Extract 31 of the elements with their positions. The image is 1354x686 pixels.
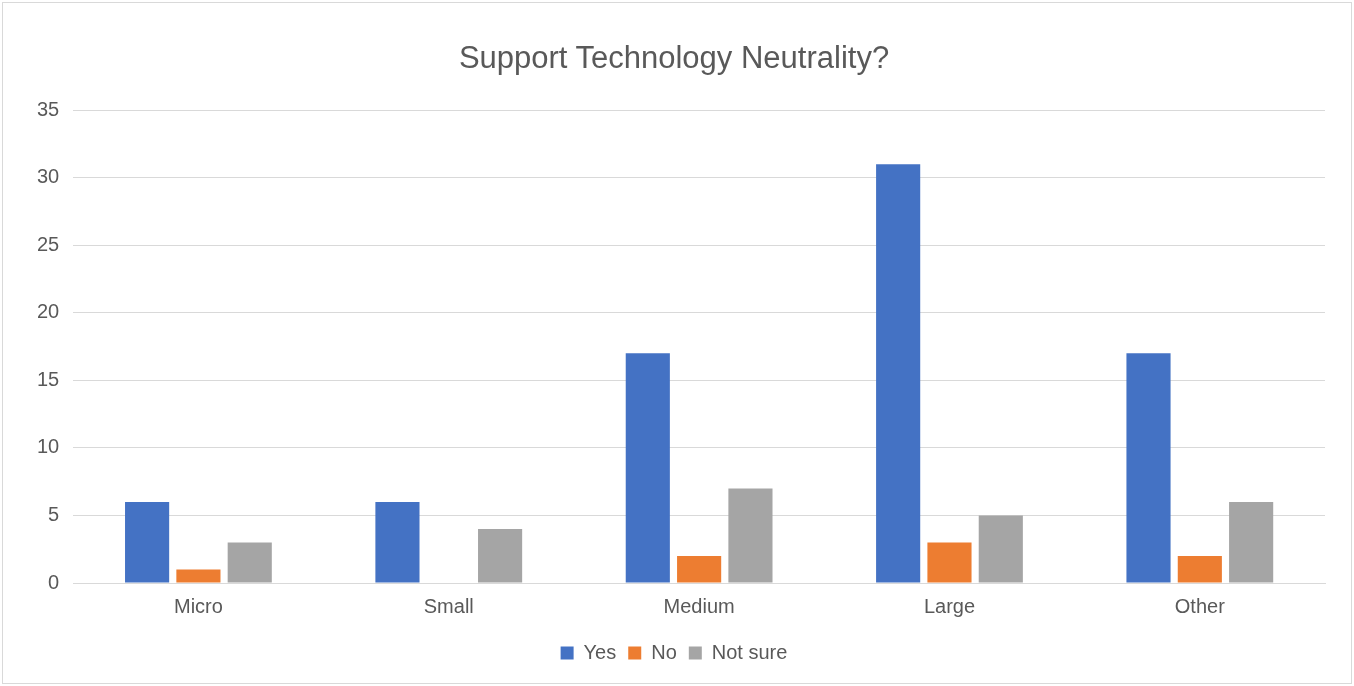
x-tick-label: Medium xyxy=(663,594,735,617)
y-tick-label: 30 xyxy=(37,165,60,188)
legend-label: Not sure xyxy=(711,640,788,663)
bar xyxy=(728,488,773,583)
y-tick-label: 35 xyxy=(37,97,60,120)
x-tick-label: Other xyxy=(1174,594,1226,617)
y-tick-label: 25 xyxy=(37,232,60,255)
bar xyxy=(176,569,221,583)
bar xyxy=(625,353,670,583)
y-tick-label: 10 xyxy=(37,435,60,458)
x-tick-label: Micro xyxy=(173,594,223,617)
x-tick-label: Large xyxy=(923,594,976,617)
bar xyxy=(125,501,170,583)
bar xyxy=(978,515,1023,583)
x-tick-label: Small xyxy=(423,594,474,617)
bar xyxy=(677,555,722,583)
bar xyxy=(1229,501,1274,583)
bar xyxy=(227,542,272,583)
bar xyxy=(876,164,921,583)
bar xyxy=(1126,353,1171,583)
bar xyxy=(1177,555,1222,583)
legend-label: Yes xyxy=(583,640,617,663)
y-tick-label: 5 xyxy=(48,502,60,525)
chart-title: Support Technology Neutrality? xyxy=(458,40,890,76)
y-tick-label: 20 xyxy=(37,300,60,323)
bar xyxy=(478,528,523,583)
y-tick-label: 0 xyxy=(48,570,60,593)
y-tick-label: 15 xyxy=(37,367,60,390)
legend-label: No xyxy=(651,640,677,663)
bar xyxy=(375,501,420,583)
bar xyxy=(927,542,972,583)
